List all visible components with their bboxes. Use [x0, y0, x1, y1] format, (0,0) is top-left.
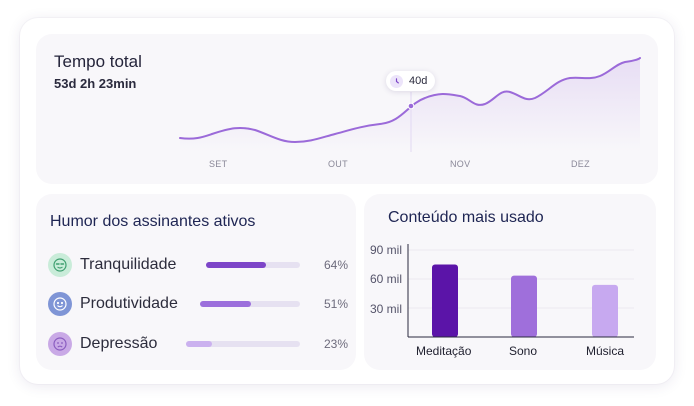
mood-progress-track — [186, 341, 300, 347]
mood-percent: 51% — [323, 297, 348, 311]
month-label: OUT — [328, 159, 348, 169]
mood-progress-track — [206, 262, 300, 268]
y-tick-label: 60 mil — [370, 272, 403, 286]
x-tick-label: Meditação — [416, 344, 472, 358]
content-title: Conteúdo mais usado — [388, 209, 544, 226]
total-time-series-line — [179, 57, 641, 144]
content-bar-chart — [407, 244, 634, 338]
productive-face-icon — [48, 292, 72, 316]
mood-label: Depressão — [80, 335, 158, 352]
bar-sono[interactable] — [511, 275, 537, 337]
mood-label: Produtividade — [80, 295, 178, 312]
mood-title: Humor dos assinantes ativos — [50, 213, 256, 230]
y-tick-label: 90 mil — [370, 243, 403, 257]
clock-icon — [390, 74, 403, 88]
mood-percent: 64% — [323, 258, 348, 272]
y-tick-label: 30 mil — [370, 302, 403, 316]
mood-item-tranquilidade: Tranquilidade 64% — [48, 253, 348, 277]
mood-card — [36, 194, 356, 370]
month-label: NOV — [450, 159, 471, 169]
bar-música[interactable] — [592, 284, 618, 337]
month-label: DEZ — [571, 159, 590, 169]
sad-face-icon — [48, 332, 72, 356]
total-time-title: Tempo total — [54, 52, 142, 71]
calm-face-icon — [48, 253, 72, 277]
mood-progress-fill — [200, 301, 251, 307]
total-time-value: 53d 2h 23min — [54, 76, 137, 91]
month-label: SET — [209, 159, 228, 169]
mood-percent: 23% — [323, 337, 348, 351]
mood-item-produtividade: Produtividade 51% — [48, 292, 348, 316]
tooltip-value: 40d — [409, 75, 428, 87]
bar-meditação[interactable] — [432, 264, 458, 337]
total-time-area — [180, 58, 640, 152]
mood-item-depressao: Depressão 23% — [48, 332, 348, 356]
mood-progress-fill — [186, 341, 213, 347]
mood-progress-fill — [206, 262, 267, 268]
mood-label: Tranquilidade — [80, 256, 177, 273]
mood-progress-track — [200, 301, 300, 307]
x-tick-label: Sono — [509, 344, 538, 358]
total-time-line-chart — [179, 57, 641, 152]
content-card — [364, 194, 656, 370]
highlight-point[interactable] — [407, 102, 415, 110]
x-tick-label: Música — [586, 344, 625, 358]
value-tooltip: 40d — [386, 71, 436, 91]
